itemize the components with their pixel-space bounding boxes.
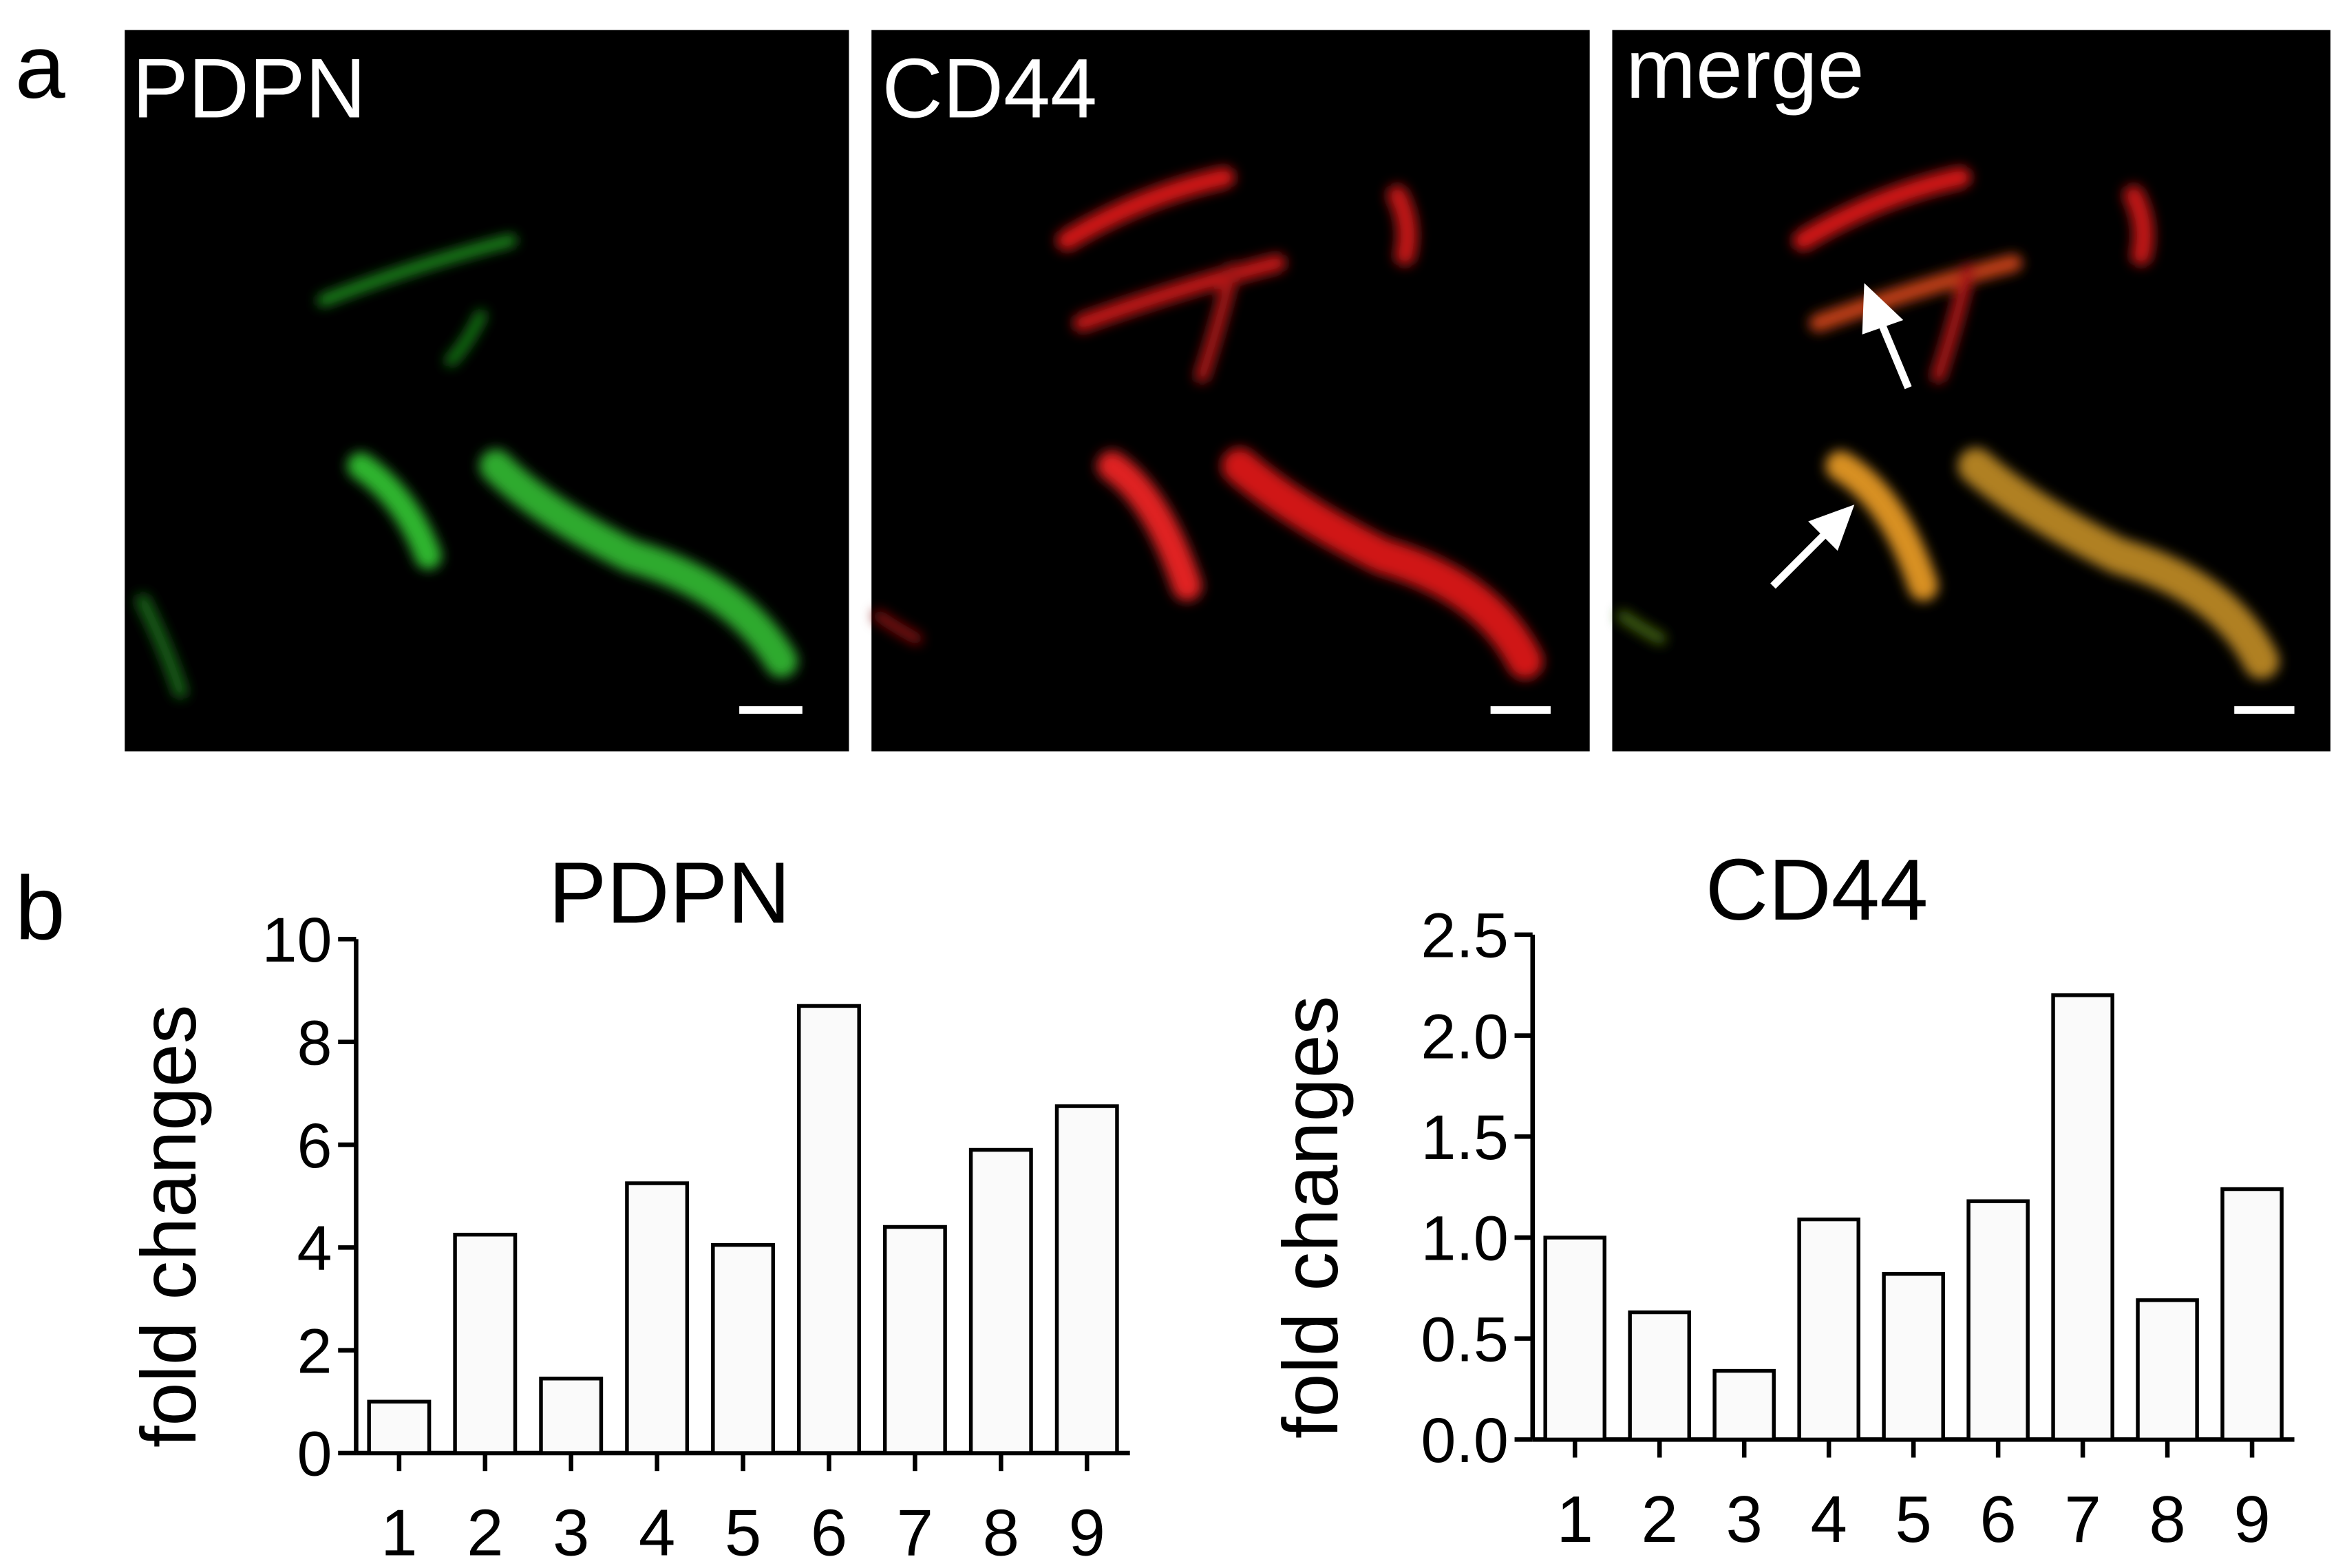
y-axis-label: fold changes bbox=[125, 1005, 213, 1448]
bar bbox=[1628, 1310, 1691, 1442]
panel-label: b bbox=[15, 857, 65, 958]
image-label: merge bbox=[1626, 21, 1865, 116]
bar bbox=[797, 1004, 861, 1455]
y-tick-label: 2.5 bbox=[1421, 901, 1508, 971]
bar bbox=[2220, 1187, 2284, 1442]
chart-title: CD44 bbox=[1706, 840, 1929, 938]
x-tick-label: 2 bbox=[1642, 1483, 1678, 1556]
bar bbox=[1882, 1272, 1945, 1442]
x-tick-label: 4 bbox=[1810, 1483, 1847, 1556]
bar bbox=[2136, 1298, 2199, 1442]
x-tick-label: 5 bbox=[725, 1496, 761, 1568]
y-tick-label: 4 bbox=[297, 1214, 332, 1284]
y-axis-label: fold changes bbox=[1267, 995, 1355, 1439]
bar bbox=[2051, 993, 2114, 1442]
bar bbox=[1797, 1217, 1860, 1442]
x-tick-label: 7 bbox=[2064, 1483, 2101, 1556]
bar bbox=[367, 1399, 432, 1455]
y-tick-label: 0.0 bbox=[1421, 1406, 1508, 1476]
image-label: CD44 bbox=[882, 41, 1097, 135]
bar bbox=[1543, 1236, 1607, 1442]
x-tick-label: 7 bbox=[897, 1496, 933, 1568]
micrograph: merge bbox=[1612, 21, 2330, 752]
x-tick-label: 8 bbox=[2149, 1483, 2185, 1556]
x-tick-label: 2 bbox=[467, 1496, 503, 1568]
y-tick-label: 0 bbox=[297, 1419, 332, 1490]
x-tick-label: 3 bbox=[553, 1496, 589, 1568]
chart-title: PDPN bbox=[549, 843, 791, 941]
x-tick-label: 8 bbox=[983, 1496, 1019, 1568]
x-tick-label: 9 bbox=[1069, 1496, 1105, 1568]
x-tick-label: 1 bbox=[381, 1496, 417, 1568]
y-tick-label: 0.5 bbox=[1421, 1304, 1508, 1375]
micrograph: CD44 bbox=[871, 30, 1590, 752]
x-tick-label: 6 bbox=[811, 1496, 847, 1568]
panel-label: a bbox=[15, 16, 65, 117]
bar bbox=[968, 1147, 1033, 1455]
x-tick-label: 6 bbox=[1979, 1483, 2016, 1556]
bar bbox=[711, 1242, 776, 1455]
y-tick-label: 1.0 bbox=[1421, 1204, 1508, 1274]
y-tick-label: 8 bbox=[297, 1008, 332, 1078]
bar bbox=[1712, 1368, 1776, 1442]
x-tick-label: 5 bbox=[1895, 1483, 1931, 1556]
x-tick-label: 4 bbox=[639, 1496, 675, 1568]
micrograph: PDPN bbox=[125, 30, 849, 752]
bar bbox=[1054, 1104, 1119, 1455]
y-tick-label: 10 bbox=[262, 905, 332, 975]
bar bbox=[539, 1377, 604, 1455]
bar bbox=[625, 1181, 690, 1455]
image-label: PDPN bbox=[132, 41, 366, 135]
bar bbox=[882, 1225, 947, 1455]
y-tick-label: 1.5 bbox=[1421, 1103, 1508, 1173]
bar bbox=[1966, 1199, 2030, 1442]
y-tick-label: 2 bbox=[297, 1316, 332, 1386]
y-tick-label: 6 bbox=[297, 1111, 332, 1181]
x-tick-label: 3 bbox=[1725, 1483, 1762, 1556]
bar bbox=[453, 1232, 518, 1455]
x-tick-label: 1 bbox=[1557, 1483, 1593, 1556]
y-tick-label: 2.0 bbox=[1421, 1002, 1508, 1072]
x-tick-label: 9 bbox=[2233, 1483, 2270, 1556]
